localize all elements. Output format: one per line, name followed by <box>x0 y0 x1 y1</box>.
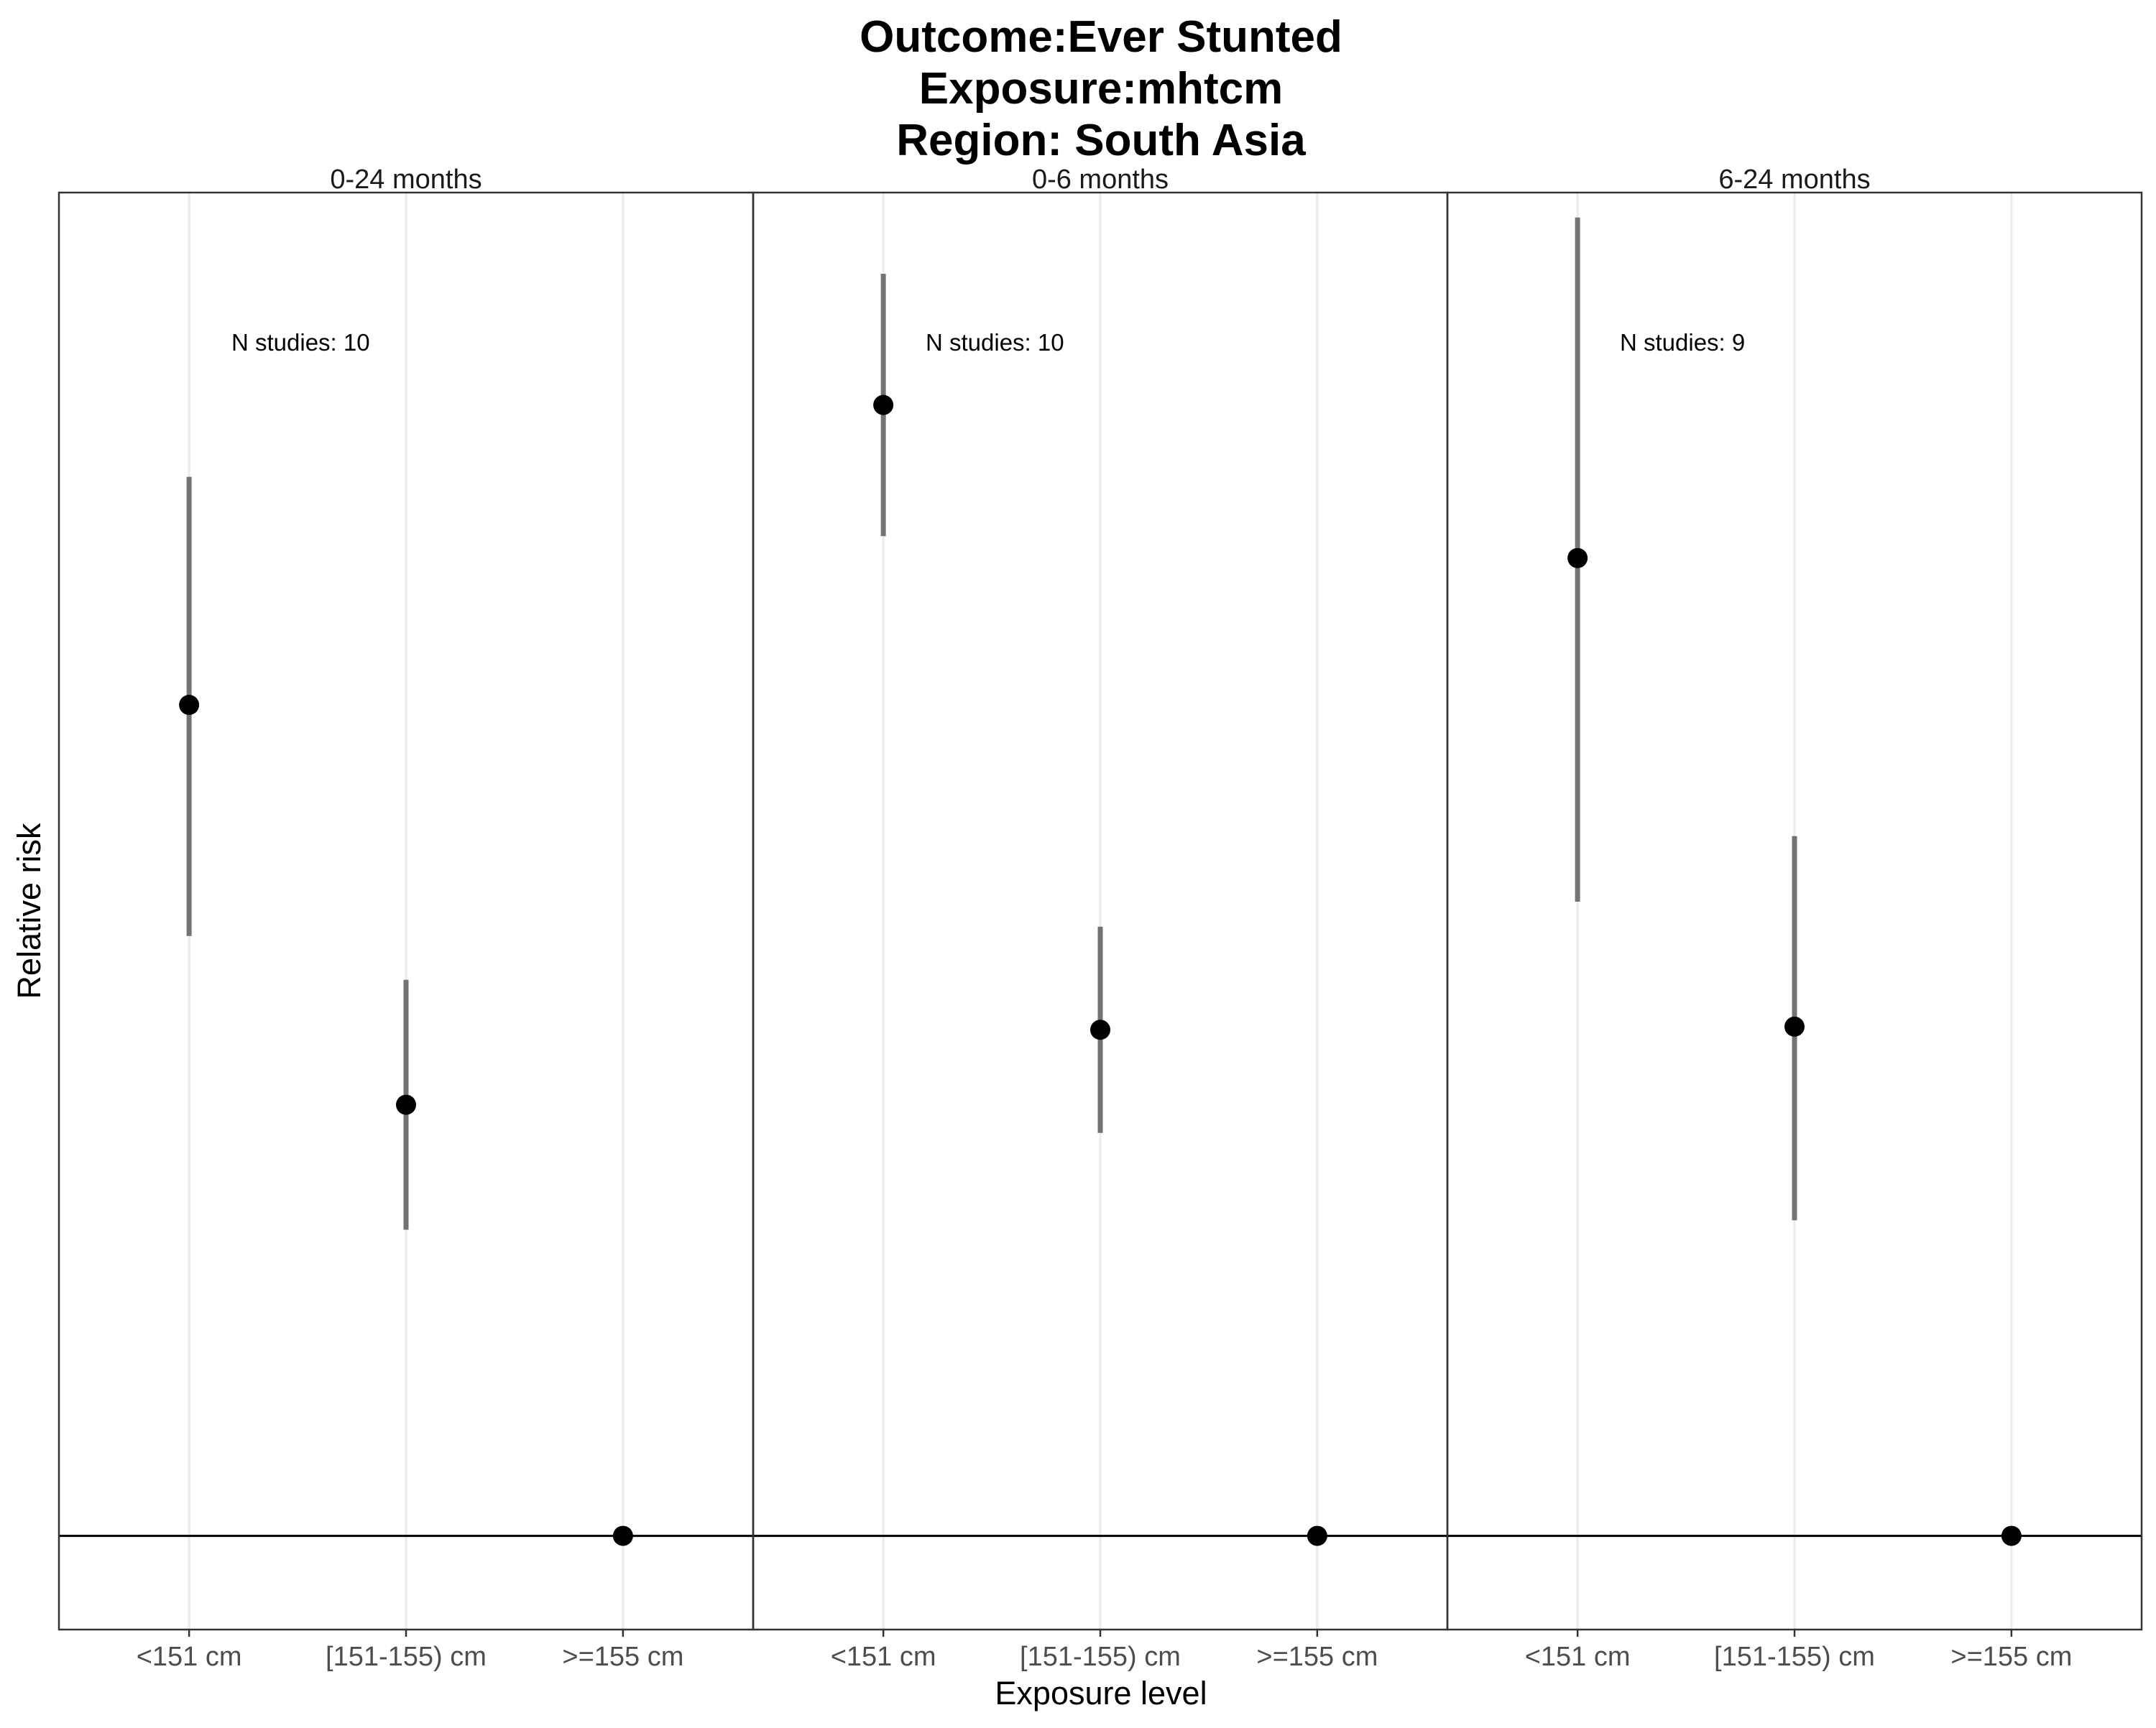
panel-3-point-3 <box>2001 1525 2022 1546</box>
panel-2-n-studies: N studies: 10 <box>926 329 1064 356</box>
panel-1-xtick-label-3: >=155 cm <box>562 1642 683 1672</box>
panel-3-n-studies: N studies: 9 <box>1620 329 1745 356</box>
panel-3-xtick-label-1: <151 cm <box>1525 1642 1631 1672</box>
panel-1-point-3 <box>612 1525 633 1546</box>
panel-2-xtick-label-3: >=155 cm <box>1256 1642 1378 1672</box>
x-axis-title: Exposure level <box>995 1675 1207 1711</box>
panel-3-xtick-label-3: >=155 cm <box>1950 1642 2072 1672</box>
panel-2-strip-label: 0-6 months <box>1032 165 1169 195</box>
panel-2-point-3 <box>1307 1525 1327 1546</box>
panel-1-n-studies: N studies: 10 <box>231 329 370 356</box>
panel-2-point-1 <box>873 394 894 415</box>
panel-3-point-1 <box>1567 547 1588 568</box>
panel-1-strip-label: 0-24 months <box>330 165 482 195</box>
panel-1-point-2 <box>396 1094 416 1115</box>
panel-2-xtick-label-1: <151 cm <box>831 1642 936 1672</box>
chart-title-line: Outcome:Ever Stunted <box>860 12 1342 62</box>
panel-3-point-2 <box>1784 1016 1805 1037</box>
panel-2-xtick-label-2: [151-155) cm <box>1020 1642 1181 1672</box>
panel-3-xtick-label-2: [151-155) cm <box>1714 1642 1875 1672</box>
panel-2-point-2 <box>1090 1020 1110 1040</box>
panel-1-xtick-label-1: <151 cm <box>137 1642 242 1672</box>
panel-1-point-1 <box>179 695 200 716</box>
chart-title-line: Exposure:mhtcm <box>919 64 1283 114</box>
panel-3-strip-label: 6-24 months <box>1718 165 1870 195</box>
chart-title-line: Region: South Asia <box>896 116 1306 165</box>
panel-1-xtick-label-2: [151-155) cm <box>326 1642 487 1672</box>
y-axis-title: Relative risk <box>11 823 47 999</box>
